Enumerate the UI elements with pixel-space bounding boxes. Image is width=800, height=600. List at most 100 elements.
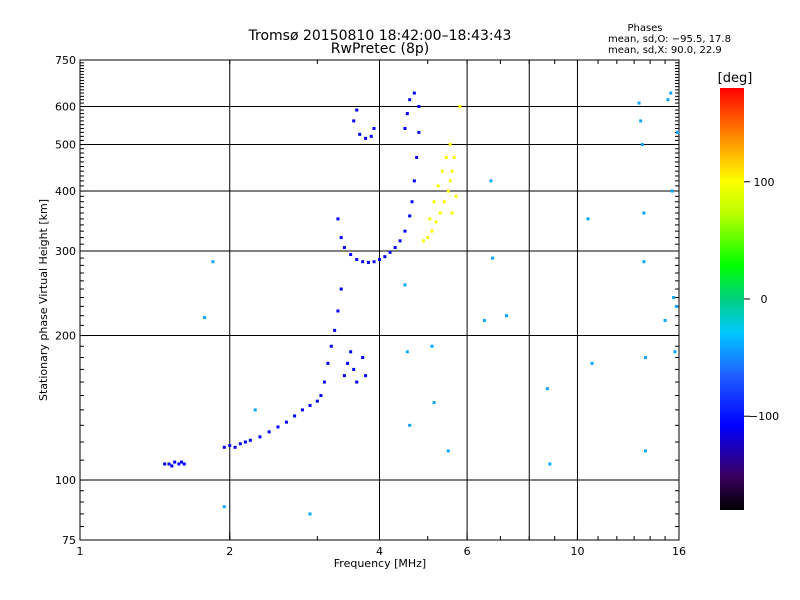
data-point — [432, 401, 436, 405]
x-tick-label: 16 — [672, 545, 686, 558]
x-tick-label: 2 — [226, 545, 233, 558]
data-point — [352, 119, 356, 123]
data-point — [253, 408, 257, 412]
data-point — [586, 217, 590, 221]
data-point — [173, 460, 177, 464]
data-point — [346, 361, 350, 365]
data-point — [378, 258, 381, 262]
phase-stats-heading: Phases — [627, 23, 662, 34]
data-point — [211, 260, 215, 264]
data-point — [504, 314, 508, 318]
data-point — [448, 143, 452, 147]
x-tick-label: 4 — [376, 545, 383, 558]
data-point — [364, 136, 368, 140]
data-point — [428, 217, 432, 221]
data-point — [454, 194, 458, 198]
data-point — [642, 260, 646, 264]
data-point — [222, 445, 226, 449]
data-point — [412, 179, 416, 183]
data-point — [430, 344, 434, 348]
data-point — [676, 130, 680, 134]
data-point — [410, 200, 414, 204]
data-point — [674, 304, 678, 308]
data-point — [349, 350, 353, 354]
data-point — [639, 119, 643, 123]
data-point — [450, 211, 454, 215]
y-tick-label: 750 — [55, 54, 76, 67]
data-point — [238, 442, 242, 446]
x-tick-label: 10 — [570, 545, 584, 558]
data-point — [366, 260, 370, 264]
colorbar — [720, 88, 744, 510]
x-tick-label: 1 — [77, 545, 84, 558]
data-point — [203, 316, 207, 320]
data-point — [308, 403, 312, 407]
colorbar-tick-label: −100 — [749, 410, 779, 423]
data-point — [663, 318, 667, 322]
x-tick-label: 6 — [464, 545, 471, 558]
data-point — [417, 105, 421, 109]
y-tick-label: 75 — [62, 534, 76, 547]
chart-subtitle: RwPretec (8p) — [331, 41, 429, 57]
data-point — [444, 155, 448, 159]
data-point — [666, 98, 670, 102]
data-point — [491, 256, 495, 260]
y-tick-label: 600 — [55, 101, 76, 114]
data-point — [446, 189, 450, 193]
chart-title: Tromsø 20150810 18:42:00–18:43:43 — [248, 28, 512, 44]
data-point — [361, 260, 365, 264]
data-point — [284, 420, 288, 424]
data-point — [267, 430, 271, 434]
data-point — [421, 239, 425, 243]
data-point — [233, 445, 237, 449]
y-tick-label: 400 — [55, 185, 76, 198]
data-point — [432, 200, 436, 204]
data-point — [333, 328, 337, 332]
data-point — [222, 505, 226, 509]
data-points — [163, 91, 680, 516]
data-point — [417, 130, 421, 134]
data-point — [352, 367, 356, 371]
data-point — [673, 350, 677, 354]
data-point — [329, 344, 333, 348]
data-point — [430, 229, 434, 233]
data-point — [369, 134, 373, 138]
data-point — [403, 229, 407, 233]
data-point — [438, 211, 442, 215]
data-point — [361, 355, 365, 359]
data-point — [452, 155, 456, 159]
data-point — [448, 179, 452, 183]
data-point — [642, 211, 646, 215]
data-point — [355, 258, 359, 262]
data-point — [177, 462, 181, 466]
data-point — [336, 309, 340, 313]
data-point — [408, 98, 412, 102]
data-point — [315, 399, 319, 403]
colorbar-ticks: 100 0 −100 — [744, 176, 779, 423]
data-point — [672, 296, 676, 300]
y-tick-label: 500 — [55, 139, 76, 152]
data-point — [308, 512, 312, 516]
data-point — [458, 105, 462, 109]
y-tick-label: 200 — [55, 330, 76, 343]
data-point — [669, 91, 673, 95]
data-point — [446, 449, 450, 453]
data-point — [670, 189, 674, 193]
data-point — [322, 380, 326, 384]
data-point — [336, 217, 340, 221]
data-point — [364, 374, 368, 378]
data-point — [440, 169, 444, 173]
colorbar-label: [deg] — [718, 71, 753, 86]
data-point — [358, 132, 362, 136]
colorbar-tick-label: 100 — [754, 176, 775, 189]
data-point — [405, 112, 409, 116]
data-point — [167, 462, 171, 466]
data-point — [355, 108, 359, 112]
data-point — [442, 200, 446, 204]
data-point — [489, 179, 493, 183]
data-point — [180, 460, 184, 464]
phase-stats-o: mean, sd,O: −95.5, 17.8 — [608, 34, 731, 45]
data-point — [182, 462, 186, 466]
data-point — [637, 101, 641, 105]
